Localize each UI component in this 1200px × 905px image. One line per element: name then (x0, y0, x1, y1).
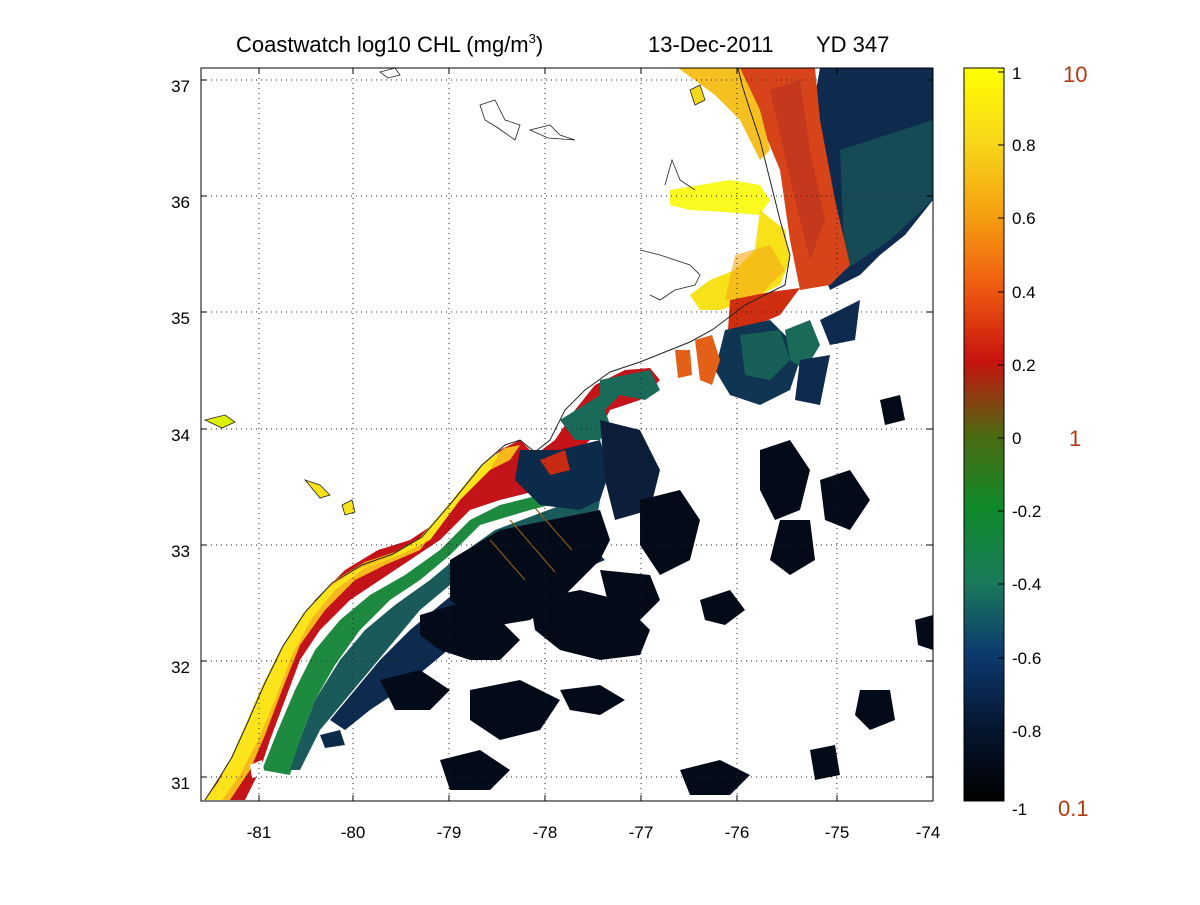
lon-tick-label: -81 (247, 823, 272, 842)
lat-tick-label: 33 (171, 542, 190, 561)
lon-tick-label: -80 (341, 823, 366, 842)
colorbar-tick-label: 0.8 (1012, 136, 1036, 155)
lon-tick-label: -79 (437, 823, 462, 842)
lon-tick-label: -75 (825, 823, 850, 842)
map-date: 13-Dec-2011 (648, 32, 774, 57)
colorbar-tick-label: 0.2 (1012, 356, 1036, 375)
concentration-label-high: 10 (1063, 62, 1087, 87)
colorbar-tick-label: 0 (1012, 429, 1021, 448)
colorbar-tick-label: 1 (1012, 64, 1021, 83)
lat-tick-label: 37 (171, 77, 190, 96)
lat-tick-label: 34 (171, 426, 190, 445)
survey-track-2 (509, 519, 556, 573)
colorbar-tick-label: -0.2 (1012, 502, 1041, 521)
map-grid (201, 68, 933, 801)
lon-tick-label: -74 (916, 823, 941, 842)
coastline (204, 68, 791, 801)
lat-tick-label: 32 (171, 658, 190, 677)
lon-tick-label: -76 (725, 823, 750, 842)
survey-track-1 (489, 539, 526, 581)
colorbar-tick-label: 0.4 (1012, 283, 1036, 302)
concentration-label-mid: 1 (1069, 426, 1081, 451)
map-title: Coastwatch log10 CHL (mg/m3) (236, 31, 543, 57)
colorbar-tick-label: -1 (1012, 800, 1027, 819)
lat-tick-label: 35 (171, 309, 190, 328)
colorbar-tick-label: -0.4 (1012, 575, 1041, 594)
map-frame (200, 67, 934, 802)
survey-track-3 (534, 507, 573, 551)
concentration-label-low: 0.1 (1058, 796, 1089, 821)
colorbar (963, 67, 1005, 802)
lon-tick-label: -78 (533, 823, 558, 842)
map-yearday: YD 347 (816, 32, 889, 57)
chlorophyll-data-layer (203, 68, 933, 801)
colorbar-tick-label: -0.8 (1012, 722, 1041, 741)
colorbar-tick-label: 0.6 (1012, 209, 1036, 228)
colorbar-tick-label: -0.6 (1012, 649, 1041, 668)
lat-tick-label: 31 (171, 774, 190, 793)
lon-tick-label: -77 (629, 823, 654, 842)
lat-tick-label: 36 (171, 193, 190, 212)
